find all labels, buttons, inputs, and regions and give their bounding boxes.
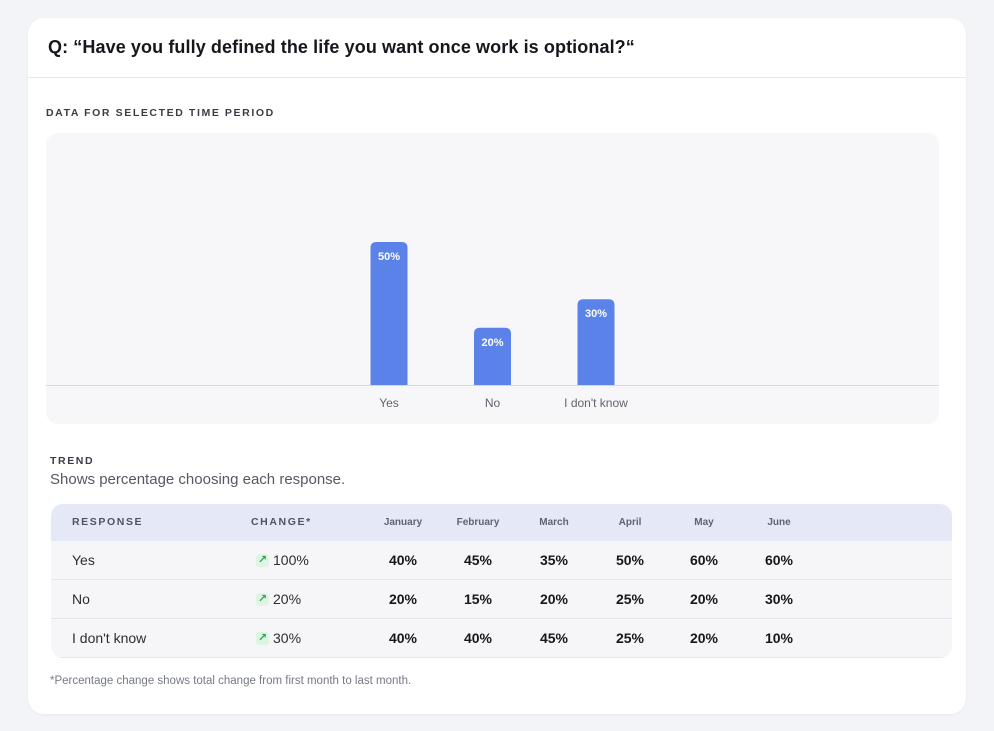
row-response: I don't know (72, 630, 147, 646)
trend-table: RESPONSE CHANGE* January February March … (51, 504, 952, 658)
column-header-february: February (456, 517, 500, 528)
question-card: Q: “Have you fully defined the life you … (28, 18, 966, 714)
row-value-may: 60% (689, 552, 719, 568)
column-header-april: April (618, 517, 642, 528)
card-header: Q: “Have you fully defined the life you … (28, 18, 966, 78)
arrow-up-right-icon: ↗ (256, 553, 269, 567)
bar-yes (370, 242, 408, 385)
bar-chart: 50% Yes 20% No 30% I don't know (46, 133, 939, 424)
column-header-response: RESPONSE (72, 516, 144, 528)
row-value-march: 45% (539, 630, 569, 646)
row-response: No (72, 591, 90, 607)
x-tick-label: No (485, 396, 501, 410)
arrow-up-right-icon: ↗ (256, 592, 269, 606)
row-value-february: 40% (463, 630, 493, 646)
row-value-march: 20% (539, 591, 569, 607)
row-change: ↗ 100% (256, 541, 309, 579)
column-header-january: January (383, 517, 423, 528)
trend-label: TREND (50, 455, 95, 467)
table-row: I don't know ↗ 30% 40% 40% 45% 25% 20% 10… (51, 619, 952, 658)
x-tick-label: I don't know (564, 396, 628, 410)
row-value-april: 25% (615, 591, 645, 607)
arrow-up-right-icon: ↗ (256, 631, 269, 645)
data-label: 50% (378, 251, 400, 263)
row-value-february: 15% (463, 591, 493, 607)
row-value-june: 60% (764, 552, 794, 568)
trend-subtitle: Shows percentage choosing each response. (50, 471, 346, 488)
row-value-april: 50% (615, 552, 645, 568)
table-row: Yes ↗ 100% 40% 45% 35% 50% 60% 60% (51, 541, 952, 580)
row-change-value: 30% (273, 630, 302, 646)
bar-chart-svg: 50% Yes 20% No 30% I don't know (46, 242, 939, 410)
column-header-change: CHANGE* (251, 516, 312, 528)
data-label: 30% (585, 308, 607, 320)
trend-table-header: RESPONSE CHANGE* January February March … (51, 504, 952, 541)
row-value-may: 20% (689, 591, 719, 607)
row-value-february: 45% (463, 552, 493, 568)
row-value-may: 20% (689, 630, 719, 646)
row-value-april: 25% (615, 630, 645, 646)
row-value-march: 35% (539, 552, 569, 568)
bar-i-don-t-know (577, 299, 615, 385)
column-header-june: June (767, 517, 791, 528)
row-change-value: 100% (273, 552, 309, 568)
footnote: *Percentage change shows total change fr… (50, 675, 412, 687)
table-row: No ↗ 20% 20% 15% 20% 25% 20% 30% (51, 580, 952, 619)
row-change-value: 20% (273, 591, 302, 607)
row-change: ↗ 30% (256, 619, 301, 657)
column-header-may: May (694, 517, 714, 528)
bar-no (474, 327, 511, 385)
column-header-march: March (539, 517, 569, 528)
row-response: Yes (72, 552, 95, 568)
chart-section-label: DATA FOR SELECTED TIME PERIOD (46, 107, 275, 119)
row-value-january: 20% (388, 591, 418, 607)
row-value-june: 10% (764, 630, 794, 646)
x-tick-label: Yes (379, 396, 399, 410)
row-value-january: 40% (388, 630, 418, 646)
data-label: 20% (481, 337, 503, 349)
row-value-january: 40% (388, 552, 418, 568)
question-title: Q: “Have you fully defined the life you … (48, 37, 635, 57)
row-change: ↗ 20% (256, 580, 301, 618)
row-value-june: 30% (764, 591, 794, 607)
